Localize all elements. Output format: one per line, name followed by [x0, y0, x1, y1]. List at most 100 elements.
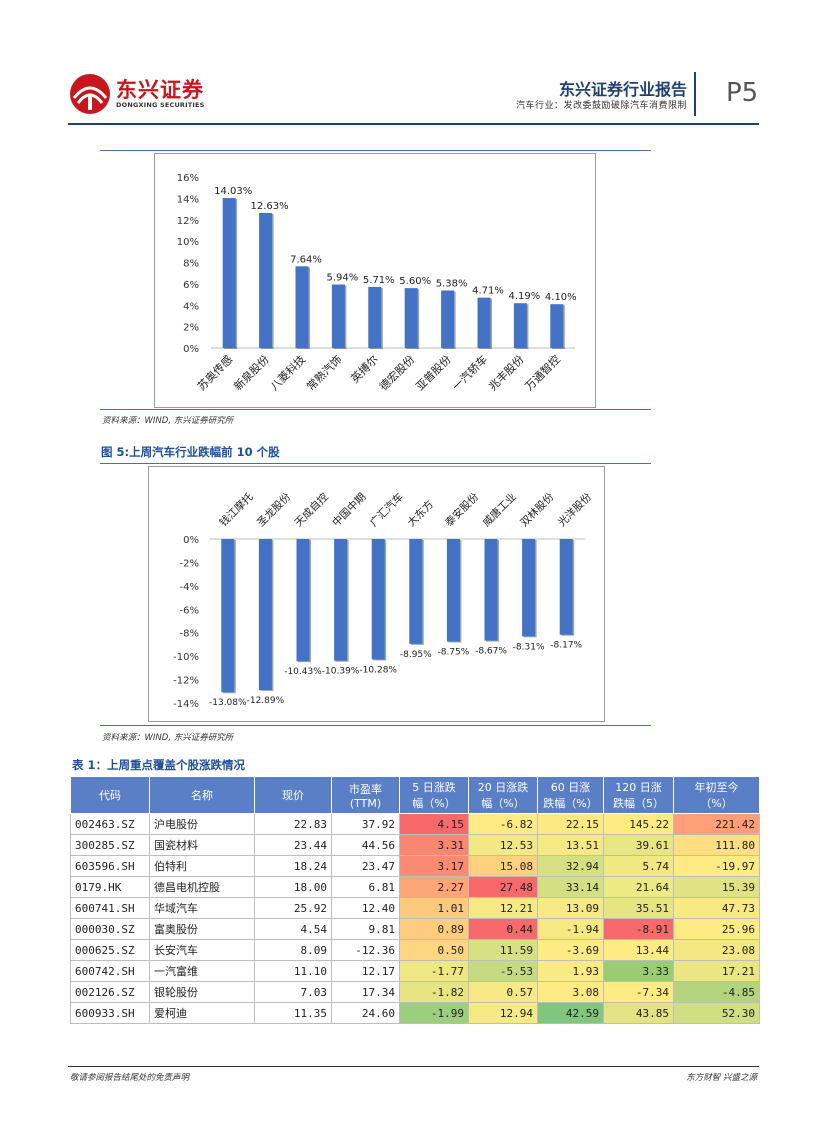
- table-cell: 0.57: [468, 981, 538, 1003]
- table-cell: 11.10: [254, 960, 332, 982]
- table-cell: 17.34: [331, 981, 400, 1003]
- table-row: 000030.SZ 富奥股份 4.54 9.81 0.89 0.44 -1.94 -8.91 2…: [70, 918, 760, 940]
- table-cell: 600933.SH: [70, 1002, 150, 1024]
- chart2-ytick-label: -8%: [180, 629, 199, 640]
- table-row: 002126.SZ 银轮股份 7.03 17.34 -1.82 0.57 3.08 -7.34…: [70, 981, 760, 1003]
- table-cell: 0.89: [399, 918, 469, 940]
- figure5-title: 图 5:上周汽车行业跌幅前 10 个股: [101, 445, 280, 459]
- table-cell: 13.51: [537, 834, 604, 856]
- table-cell: 12.94: [468, 1002, 538, 1024]
- chart1-data-label: 4.19%: [509, 291, 541, 302]
- chart1-category-label: 英搏尔: [348, 352, 381, 385]
- table-cell: 1.93: [537, 960, 604, 982]
- chart2-ytick-label: -14%: [173, 699, 199, 710]
- table-cell: -6.82: [468, 813, 538, 835]
- table-header-row: 代码 名称 现价 市盈率 (TTM) 5 日涨跌 幅（%） 20 日涨跌 幅（%） 60 日涨 跌幅…: [70, 776, 760, 814]
- chart2-category-label: 广汇汽车: [367, 490, 406, 529]
- chart1-bar: [295, 266, 309, 348]
- chart2-bar: [409, 539, 423, 644]
- chart2-bar: [484, 539, 498, 641]
- chart2-data-label: -12.89%: [247, 696, 285, 706]
- table-cell: 145.22: [603, 813, 674, 835]
- table-cell: 富奥股份: [149, 918, 255, 940]
- table-cell: 25.96: [673, 918, 760, 940]
- table-cell: 3.33: [603, 960, 674, 982]
- table-cell: -1.94: [537, 918, 604, 940]
- table-cell: 12.21: [468, 897, 538, 919]
- table-cell: 25.92: [254, 897, 332, 919]
- chart2-data-label: -10.43%: [284, 667, 322, 677]
- chart2-category-label: 光洋股份: [555, 490, 594, 529]
- chart1-bar: [259, 213, 273, 348]
- chart2-data-label: -8.67%: [475, 647, 507, 657]
- chart1-svg: 0% 2% 4% 6% 8% 10% 12% 14% 16% 14.03% 苏奥传感 12.63% 新泉…: [177, 173, 577, 393]
- table-body: 002463.SZ 沪电股份 22.83 37.92 4.15 -6.82 22.15 145…: [70, 813, 760, 1024]
- chart2-data-label: -8.31%: [513, 642, 545, 652]
- table-cell: -4.85: [673, 981, 760, 1003]
- table-cell: 221.42: [673, 813, 760, 835]
- chart1-data-label: 5.60%: [399, 276, 431, 287]
- chart1-data-label: 5.71%: [363, 275, 395, 286]
- chart1-bar: [477, 297, 491, 348]
- table-cell: 23.08: [673, 939, 760, 961]
- chart2-ytick-label: -12%: [173, 676, 199, 687]
- table-cell: -1.82: [399, 981, 469, 1003]
- table-cell: 0.44: [468, 918, 538, 940]
- chart1-bar: [368, 286, 382, 348]
- chart2-top-rule: [100, 463, 651, 464]
- chart2-ytick-label: -6%: [180, 605, 199, 616]
- chart2-bar: [258, 539, 272, 690]
- table-cell: 603596.SH: [70, 855, 150, 877]
- chart2-category-label: 天成自控: [292, 490, 331, 529]
- chart2-category-label: 大东方: [405, 498, 436, 529]
- table-cell: 5.74: [603, 855, 674, 877]
- table-cell: 8.09: [254, 939, 332, 961]
- chart2-data-label: -8.95%: [400, 650, 432, 660]
- table-cell: 23.44: [254, 834, 332, 856]
- table-cell: 000030.SZ: [70, 918, 150, 940]
- chart2-bar: [334, 539, 348, 661]
- table-row: 603596.SH 伯特利 18.24 23.47 3.17 15.08 32.94 5.74…: [70, 855, 760, 877]
- table-cell: 9.81: [331, 918, 400, 940]
- disclaimer-note: 敬请参阅报告结尾处的免责声明: [70, 1073, 190, 1083]
- chart1-ytick-label: 2%: [183, 323, 199, 334]
- chart1-bar: [404, 288, 418, 348]
- chart1-ytick-label: 12%: [177, 216, 199, 227]
- table-cell: 111.80: [673, 834, 760, 856]
- chart2-bar: [371, 539, 385, 660]
- table-cell: 18.24: [254, 855, 332, 877]
- table-cell: 长安汽车: [149, 939, 255, 961]
- table-header-cell: 名称: [149, 776, 255, 814]
- logo-english-name: DONGXING SECURITIES: [116, 101, 205, 109]
- table-cell: -1.99: [399, 1002, 469, 1024]
- table-header-cell: 60 日涨 跌幅（%）: [537, 776, 604, 814]
- table-cell: 22.83: [254, 813, 332, 835]
- chart2-ytick-label: -2%: [180, 558, 199, 569]
- table-cell: -19.97: [673, 855, 760, 877]
- chart1-category-label: 常熟汽饰: [304, 352, 345, 393]
- table-cell: 24.60: [331, 1002, 400, 1024]
- table-cell: 47.73: [673, 897, 760, 919]
- table-cell: 11.35: [254, 1002, 332, 1024]
- chart1-source: 资料来源：WIND, 东兴证券研究所: [102, 416, 234, 426]
- chart1-category-label: 八菱科技: [267, 352, 308, 393]
- chart1-ytick-label: 14%: [177, 194, 199, 205]
- table-cell: 华域汽车: [149, 897, 255, 919]
- table-cell: -7.34: [603, 981, 674, 1003]
- table-cell: 18.00: [254, 876, 332, 898]
- table-row: 0179.HK 德昌电机控股 18.00 6.81 2.27 27.48 33.14 21.6…: [70, 876, 760, 898]
- table-cell: 国瓷材料: [149, 834, 255, 856]
- table-cell: 13.09: [537, 897, 604, 919]
- chart1-data-label: 5.38%: [436, 279, 468, 290]
- table-header-cell: 120 日涨 跌幅（5）: [603, 776, 674, 814]
- table-cell: 37.92: [331, 813, 400, 835]
- table-row: 300285.SZ 国瓷材料 23.44 44.56 3.31 12.53 13.51 39.…: [70, 834, 760, 856]
- table-cell: 3.17: [399, 855, 469, 877]
- chart2-bar: [296, 539, 310, 662]
- table-cell: 42.59: [537, 1002, 604, 1024]
- chart1-top-rule: [100, 150, 651, 151]
- chart1-ytick-label: 6%: [183, 280, 199, 291]
- chart1-category-label: 一汽轿车: [449, 352, 490, 393]
- chart1-category-label: 苏奥传感: [194, 352, 235, 393]
- table-cell: 2.27: [399, 876, 469, 898]
